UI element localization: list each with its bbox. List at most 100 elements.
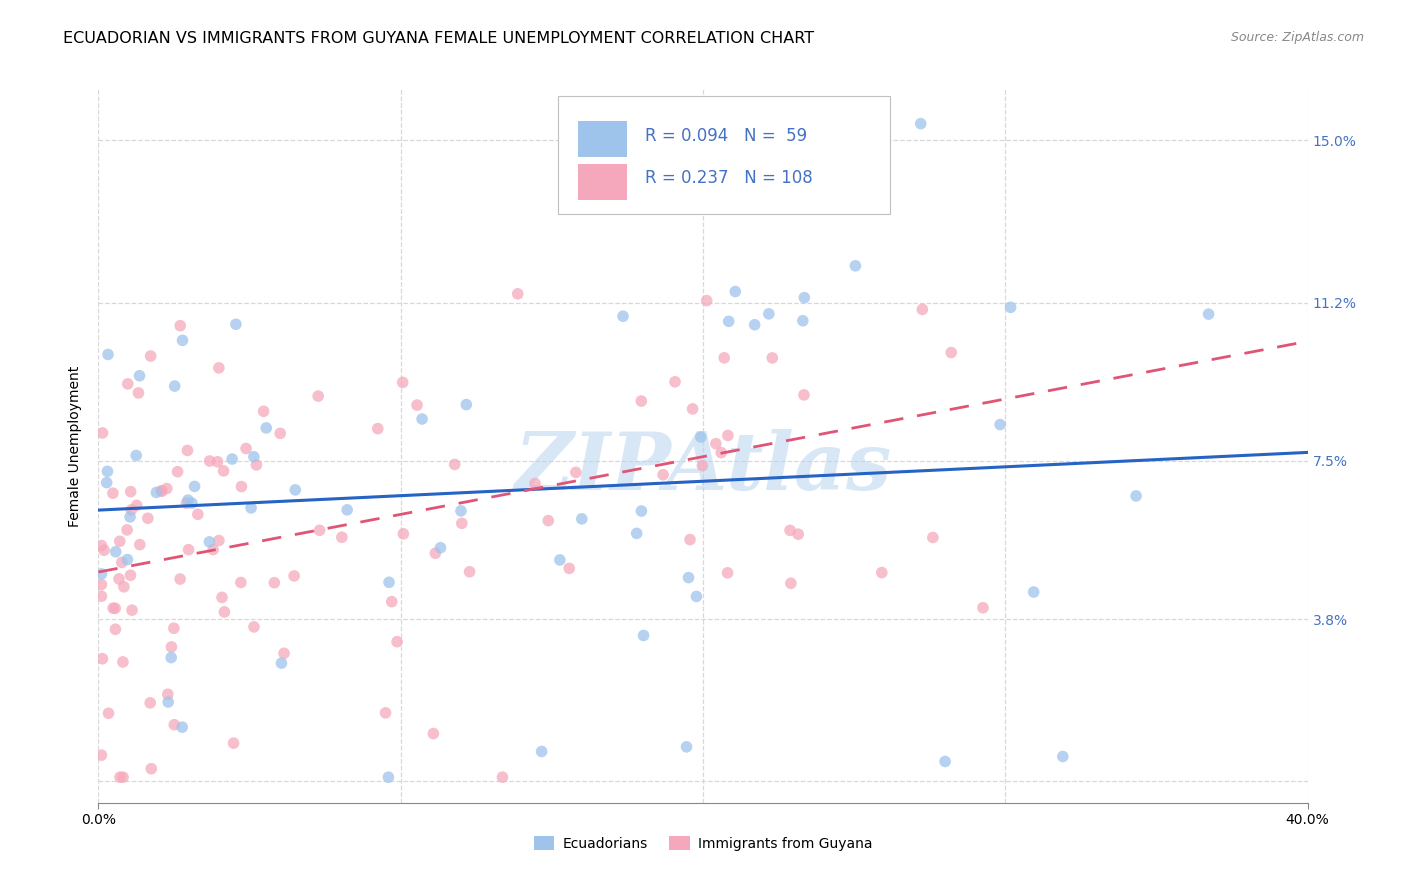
Point bbox=[392, 526, 415, 541]
Point bbox=[411, 412, 433, 426]
Point bbox=[571, 512, 593, 526]
FancyBboxPatch shape bbox=[578, 121, 627, 157]
Point bbox=[787, 527, 810, 541]
Point bbox=[450, 516, 472, 531]
Text: ECUADORIAN VS IMMIGRANTS FROM GUYANA FEMALE UNEMPLOYMENT CORRELATION CHART: ECUADORIAN VS IMMIGRANTS FROM GUYANA FEM… bbox=[63, 31, 814, 46]
Point bbox=[491, 770, 513, 784]
Point bbox=[90, 589, 112, 603]
Point bbox=[780, 576, 803, 591]
Point bbox=[125, 498, 148, 512]
Point bbox=[97, 706, 120, 721]
FancyBboxPatch shape bbox=[558, 96, 890, 214]
Point bbox=[692, 458, 714, 473]
Point bbox=[221, 452, 243, 467]
Point bbox=[231, 479, 253, 493]
Point bbox=[717, 314, 740, 328]
Point bbox=[125, 449, 148, 463]
Point bbox=[243, 620, 266, 634]
Point bbox=[245, 458, 267, 472]
Point bbox=[136, 511, 159, 525]
Point bbox=[177, 542, 200, 557]
Point bbox=[115, 523, 138, 537]
Point bbox=[910, 117, 932, 131]
Point bbox=[211, 591, 233, 605]
Point bbox=[128, 368, 150, 383]
Point bbox=[792, 314, 814, 328]
Point bbox=[378, 575, 401, 590]
Point bbox=[222, 736, 245, 750]
Point bbox=[96, 464, 118, 478]
Point bbox=[679, 533, 702, 547]
Point bbox=[558, 561, 581, 575]
Point bbox=[169, 318, 191, 333]
Point bbox=[911, 302, 934, 317]
Point bbox=[177, 493, 200, 508]
Point bbox=[406, 398, 429, 412]
Point bbox=[779, 524, 801, 538]
Point bbox=[678, 571, 700, 585]
Point bbox=[166, 465, 188, 479]
Point bbox=[101, 601, 124, 615]
Point bbox=[758, 307, 780, 321]
Point bbox=[422, 726, 444, 740]
Point bbox=[163, 379, 186, 393]
Point bbox=[941, 345, 963, 359]
Point bbox=[104, 545, 127, 559]
Point bbox=[112, 770, 135, 784]
Point bbox=[381, 595, 404, 609]
Point bbox=[377, 770, 399, 784]
Point bbox=[108, 572, 131, 586]
Point bbox=[870, 566, 893, 580]
Point bbox=[630, 504, 652, 518]
Point bbox=[972, 600, 994, 615]
Text: R = 0.094   N =  59: R = 0.094 N = 59 bbox=[645, 127, 807, 145]
Text: ZIPAtlas: ZIPAtlas bbox=[515, 429, 891, 506]
Point bbox=[104, 622, 127, 636]
Point bbox=[111, 655, 134, 669]
Point bbox=[565, 466, 588, 480]
Point bbox=[141, 762, 163, 776]
Point bbox=[456, 398, 478, 412]
Point bbox=[172, 720, 194, 734]
Point bbox=[198, 534, 221, 549]
Point bbox=[117, 376, 139, 391]
Point bbox=[91, 425, 114, 440]
Point bbox=[120, 509, 142, 524]
Point bbox=[704, 436, 727, 450]
Point bbox=[284, 483, 307, 497]
Point bbox=[793, 291, 815, 305]
Point bbox=[391, 376, 413, 390]
Point bbox=[308, 524, 330, 538]
Point bbox=[156, 687, 179, 701]
Point bbox=[202, 542, 225, 557]
Point bbox=[156, 482, 179, 496]
Point bbox=[176, 496, 198, 510]
Point bbox=[150, 484, 173, 499]
Point bbox=[1125, 489, 1147, 503]
Legend: Ecuadorians, Immigrants from Guyana: Ecuadorians, Immigrants from Guyana bbox=[529, 830, 877, 856]
Point bbox=[214, 605, 236, 619]
Point bbox=[844, 259, 866, 273]
Point bbox=[128, 538, 150, 552]
Point bbox=[121, 603, 143, 617]
Point bbox=[713, 351, 735, 365]
Text: R = 0.237   N = 108: R = 0.237 N = 108 bbox=[645, 169, 813, 187]
Point bbox=[207, 455, 229, 469]
Point bbox=[652, 467, 675, 482]
Point bbox=[117, 552, 139, 566]
Point bbox=[90, 748, 112, 763]
Point bbox=[429, 541, 451, 555]
Point bbox=[198, 454, 221, 468]
Point bbox=[160, 650, 183, 665]
Point bbox=[172, 334, 194, 348]
FancyBboxPatch shape bbox=[578, 164, 627, 200]
Point bbox=[243, 450, 266, 464]
Point bbox=[630, 394, 652, 409]
Point bbox=[90, 539, 112, 553]
Point bbox=[240, 500, 263, 515]
Point bbox=[330, 530, 353, 544]
Point bbox=[254, 421, 277, 435]
Point bbox=[793, 388, 815, 402]
Point bbox=[97, 347, 120, 361]
Point bbox=[90, 577, 112, 591]
